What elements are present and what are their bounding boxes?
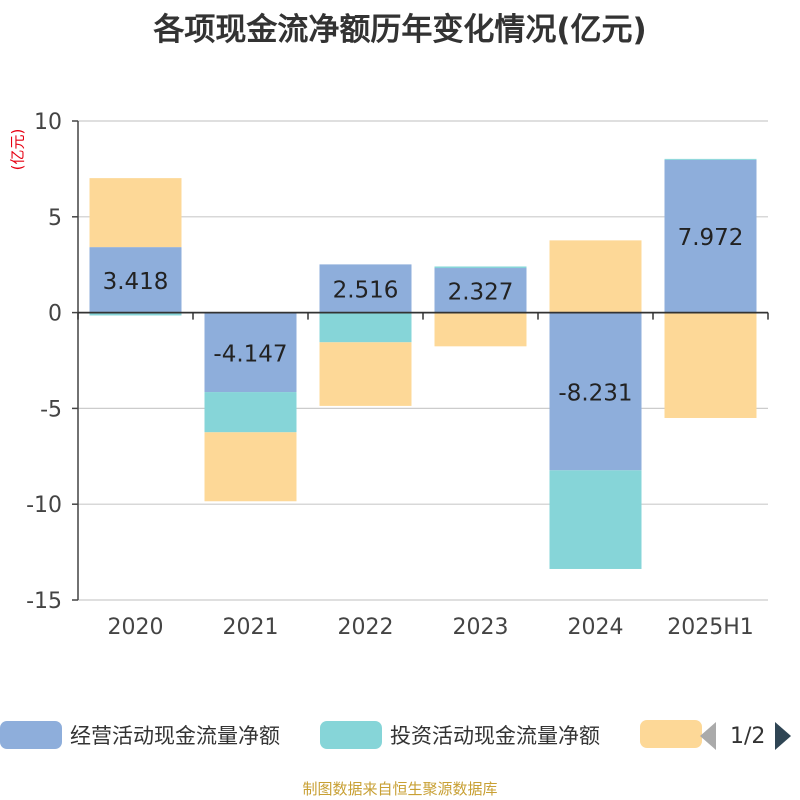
legend-label-operating: 经营活动现金流量净额	[70, 724, 280, 748]
y-tick-label: -15	[26, 589, 62, 614]
x-tick-label: 2025H1	[667, 615, 754, 640]
bar-segment-financing	[549, 240, 642, 313]
x-tick-label: 2020	[108, 615, 164, 640]
bar-segment-investing	[664, 158, 757, 160]
bar-segment-financing	[319, 342, 412, 406]
y-tick-label: -10	[26, 493, 62, 518]
bar-segment-operating	[549, 312, 642, 471]
y-tick-label: 10	[34, 110, 62, 135]
bar-segment-investing	[319, 312, 412, 343]
x-tick-label: 2023	[453, 615, 509, 640]
legend-item-operating[interactable]: 经营活动现金流量净额	[0, 720, 280, 750]
x-tick-label: 2021	[223, 615, 279, 640]
legend-pager: 1/2	[700, 716, 792, 756]
bar-segment-operating	[434, 268, 527, 313]
data-label: -4.147	[213, 341, 287, 367]
y-tick-label: -5	[40, 397, 62, 422]
y-tick-label: 0	[48, 302, 62, 327]
bar-segment-operating	[89, 247, 182, 313]
data-source: 制图数据来自恒生聚源数据库	[302, 780, 498, 798]
legend-swatch-financing	[640, 720, 702, 748]
chart-title: 各项现金流净额历年变化情况(亿元)	[153, 12, 647, 48]
legend-prev-arrow-icon[interactable]	[700, 722, 716, 750]
data-label: 3.418	[103, 269, 169, 295]
bar-segment-investing	[204, 392, 297, 433]
data-label: 7.972	[678, 225, 744, 251]
legend-swatch-investing	[320, 721, 382, 749]
legend-page-indicator: 1/2	[730, 723, 766, 749]
bar-segment-investing	[549, 470, 642, 569]
data-label: 2.327	[448, 279, 514, 305]
legend-item-financing[interactable]	[640, 720, 702, 748]
legend: 经营活动现金流量净额 投资活动现金流量净额 1/2	[0, 716, 800, 756]
bar-segment-financing	[89, 178, 182, 248]
bar-segment-investing	[434, 266, 527, 269]
data-label: 2.516	[333, 277, 399, 303]
legend-item-investing[interactable]: 投资活动现金流量净额	[320, 720, 600, 750]
x-tick-label: 2024	[568, 615, 624, 640]
legend-swatch-operating	[0, 721, 62, 749]
bar-segment-financing	[664, 312, 757, 418]
bar-segment-operating	[204, 312, 297, 393]
bar-segment-financing	[204, 432, 297, 502]
legend-label-investing: 投资活动现金流量净额	[390, 724, 600, 748]
bar-segment-investing	[89, 312, 182, 316]
bar-segment-financing	[434, 312, 527, 347]
bar-segment-operating	[319, 264, 412, 313]
legend-next-arrow-icon[interactable]	[775, 722, 792, 750]
bar-segment-operating	[664, 159, 757, 313]
data-label: -8.231	[558, 380, 632, 406]
y-tick-label: 5	[48, 206, 62, 231]
x-tick-label: 2022	[338, 615, 394, 640]
